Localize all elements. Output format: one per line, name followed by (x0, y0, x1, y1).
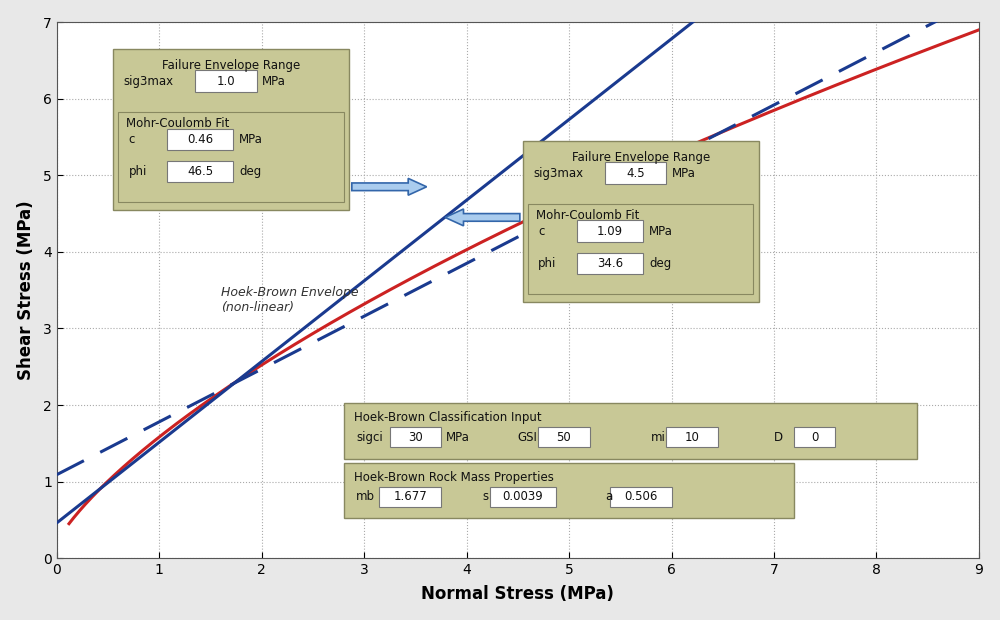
Text: sigci: sigci (356, 431, 383, 444)
Text: c: c (128, 133, 135, 146)
Text: Mohr-Coulomb Fit: Mohr-Coulomb Fit (536, 208, 640, 221)
FancyBboxPatch shape (528, 203, 753, 294)
Text: c: c (538, 224, 545, 237)
Text: Mohr-Coulomb Fit: Mohr-Coulomb Fit (126, 117, 230, 130)
FancyBboxPatch shape (167, 161, 233, 182)
Text: Hoek-Brown Rock Mass Properties: Hoek-Brown Rock Mass Properties (354, 471, 554, 484)
Text: 46.5: 46.5 (187, 165, 213, 178)
Text: 4.5: 4.5 (626, 167, 645, 180)
Text: deg: deg (239, 165, 261, 178)
Text: deg: deg (649, 257, 671, 270)
FancyBboxPatch shape (610, 487, 672, 507)
FancyBboxPatch shape (379, 487, 441, 507)
Text: 50: 50 (557, 431, 571, 444)
Text: Hoek-Brown Envelope
(non-linear): Hoek-Brown Envelope (non-linear) (221, 286, 358, 314)
FancyBboxPatch shape (344, 463, 794, 518)
Text: mi: mi (651, 431, 666, 444)
X-axis label: Normal Stress (MPa): Normal Stress (MPa) (421, 585, 614, 603)
Y-axis label: Shear Stress (MPa): Shear Stress (MPa) (17, 200, 35, 380)
Text: phi: phi (538, 257, 557, 270)
FancyBboxPatch shape (666, 427, 718, 447)
Text: 1.0: 1.0 (216, 74, 235, 87)
Text: MPa: MPa (649, 224, 673, 237)
FancyBboxPatch shape (794, 427, 835, 447)
Text: MPa: MPa (446, 431, 470, 444)
FancyBboxPatch shape (577, 221, 643, 242)
Text: sig3max: sig3max (533, 167, 583, 180)
FancyBboxPatch shape (490, 487, 556, 507)
Text: GSI: GSI (518, 431, 538, 444)
FancyBboxPatch shape (577, 252, 643, 274)
Text: Hoek-Brown Classification Input: Hoek-Brown Classification Input (354, 411, 542, 424)
Text: 0.506: 0.506 (624, 490, 657, 503)
Text: 30: 30 (408, 431, 423, 444)
Text: MPa: MPa (262, 74, 286, 87)
Text: 0.0039: 0.0039 (503, 490, 543, 503)
FancyBboxPatch shape (167, 128, 233, 150)
FancyBboxPatch shape (195, 71, 257, 92)
Text: 10: 10 (685, 431, 699, 444)
Text: sig3max: sig3max (123, 74, 173, 87)
FancyBboxPatch shape (390, 427, 441, 447)
Text: 34.6: 34.6 (597, 257, 623, 270)
FancyArrow shape (445, 209, 520, 226)
Text: 1.09: 1.09 (597, 224, 623, 237)
Text: Failure Envelope Range: Failure Envelope Range (162, 59, 300, 72)
FancyBboxPatch shape (118, 112, 344, 202)
FancyBboxPatch shape (344, 404, 917, 459)
Text: a: a (605, 490, 612, 503)
Text: MPa: MPa (239, 133, 263, 146)
Text: 0.46: 0.46 (187, 133, 213, 146)
Text: phi: phi (128, 165, 147, 178)
Text: D: D (774, 431, 783, 444)
Text: mb: mb (356, 490, 375, 503)
FancyArrow shape (352, 179, 427, 195)
FancyBboxPatch shape (538, 427, 590, 447)
Text: Failure Envelope Range: Failure Envelope Range (572, 151, 710, 164)
FancyBboxPatch shape (523, 141, 759, 302)
Text: s: s (482, 490, 488, 503)
Text: MPa: MPa (672, 167, 695, 180)
Text: 1.677: 1.677 (393, 490, 427, 503)
FancyBboxPatch shape (605, 162, 666, 184)
FancyBboxPatch shape (113, 49, 349, 210)
Text: 0: 0 (811, 431, 819, 444)
